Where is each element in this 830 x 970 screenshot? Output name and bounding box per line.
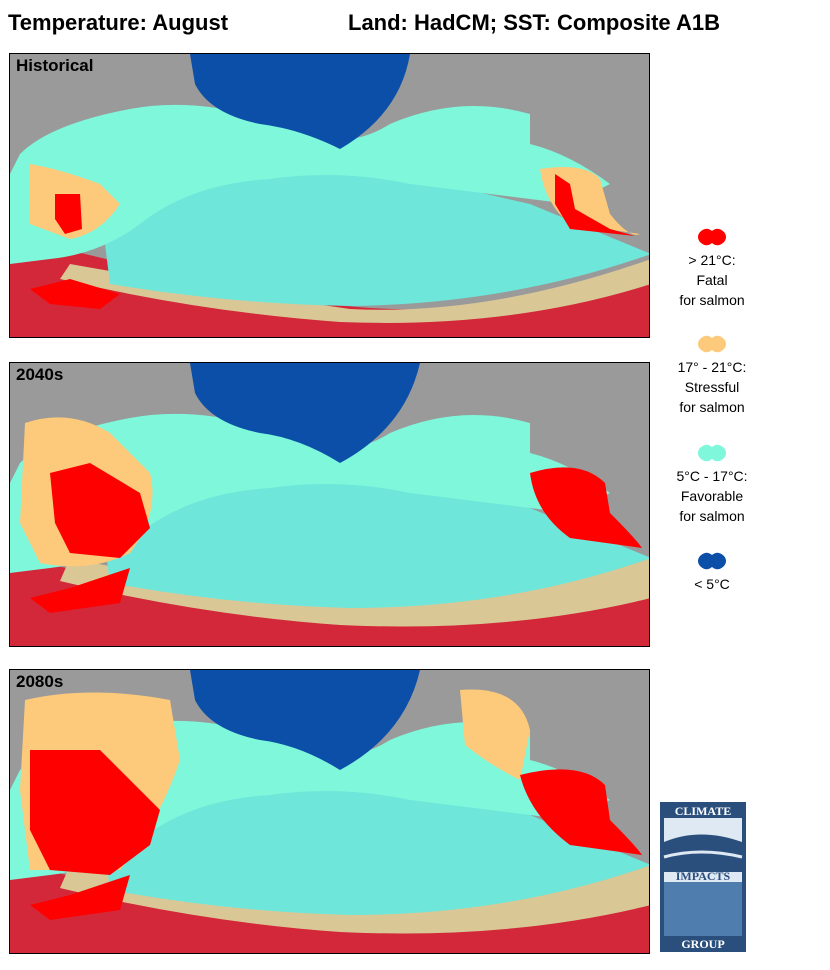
logo-top-text: CLIMATE (675, 804, 731, 818)
panel-label-2080s: 2080s (16, 672, 64, 691)
fatal-swatch-icon (698, 228, 726, 246)
logo-icon: CLIMATE IMPACTS GROUP (660, 802, 746, 952)
legend-favorable-line3: for salmon (679, 508, 745, 524)
legend-stressful: 17° - 21°C: Stressful for salmon (652, 333, 772, 417)
legend-cold-line1: < 5°C (694, 576, 730, 592)
legend-cold: < 5°C (652, 550, 772, 594)
legend-fatal-line1: > 21°C: (688, 252, 736, 268)
stressful-swatch-icon (698, 335, 726, 353)
panel-label-historical: Historical (16, 56, 94, 75)
legend-favorable: 5°C - 17°C: Favorable for salmon (652, 442, 772, 526)
legend-fatal-line2: Fatal (696, 272, 728, 288)
map-2040s (10, 363, 649, 646)
title-left: Temperature: August (8, 10, 229, 35)
favorable-swatch-icon (698, 444, 726, 462)
cold-swatch-icon (698, 552, 726, 570)
climate-impacts-group-logo: CLIMATE IMPACTS GROUP (660, 802, 746, 952)
map-2080s (10, 670, 649, 953)
map-panel-historical: Historical (9, 53, 650, 338)
legend-fatal: > 21°C: Fatal for salmon (652, 226, 772, 310)
legend-favorable-line2: Favorable (680, 488, 744, 504)
map-historical (10, 54, 649, 337)
map-panel-2040s: 2040s (9, 362, 650, 647)
logo-bottom-text: GROUP (681, 937, 724, 951)
legend-stressful-line3: for salmon (679, 399, 745, 415)
map-panel-2080s: 2080s (9, 669, 650, 954)
panel-label-2040s: 2040s (16, 365, 64, 384)
title-right: Land: HadCM; SST: Composite A1B (348, 10, 720, 35)
legend-favorable-line1: 5°C - 17°C: (676, 468, 748, 484)
legend-fatal-line3: for salmon (679, 292, 745, 308)
legend-stressful-line1: 17° - 21°C: (677, 359, 747, 375)
legend-stressful-line2: Stressful (684, 379, 740, 395)
logo-middle-text: IMPACTS (676, 869, 731, 883)
